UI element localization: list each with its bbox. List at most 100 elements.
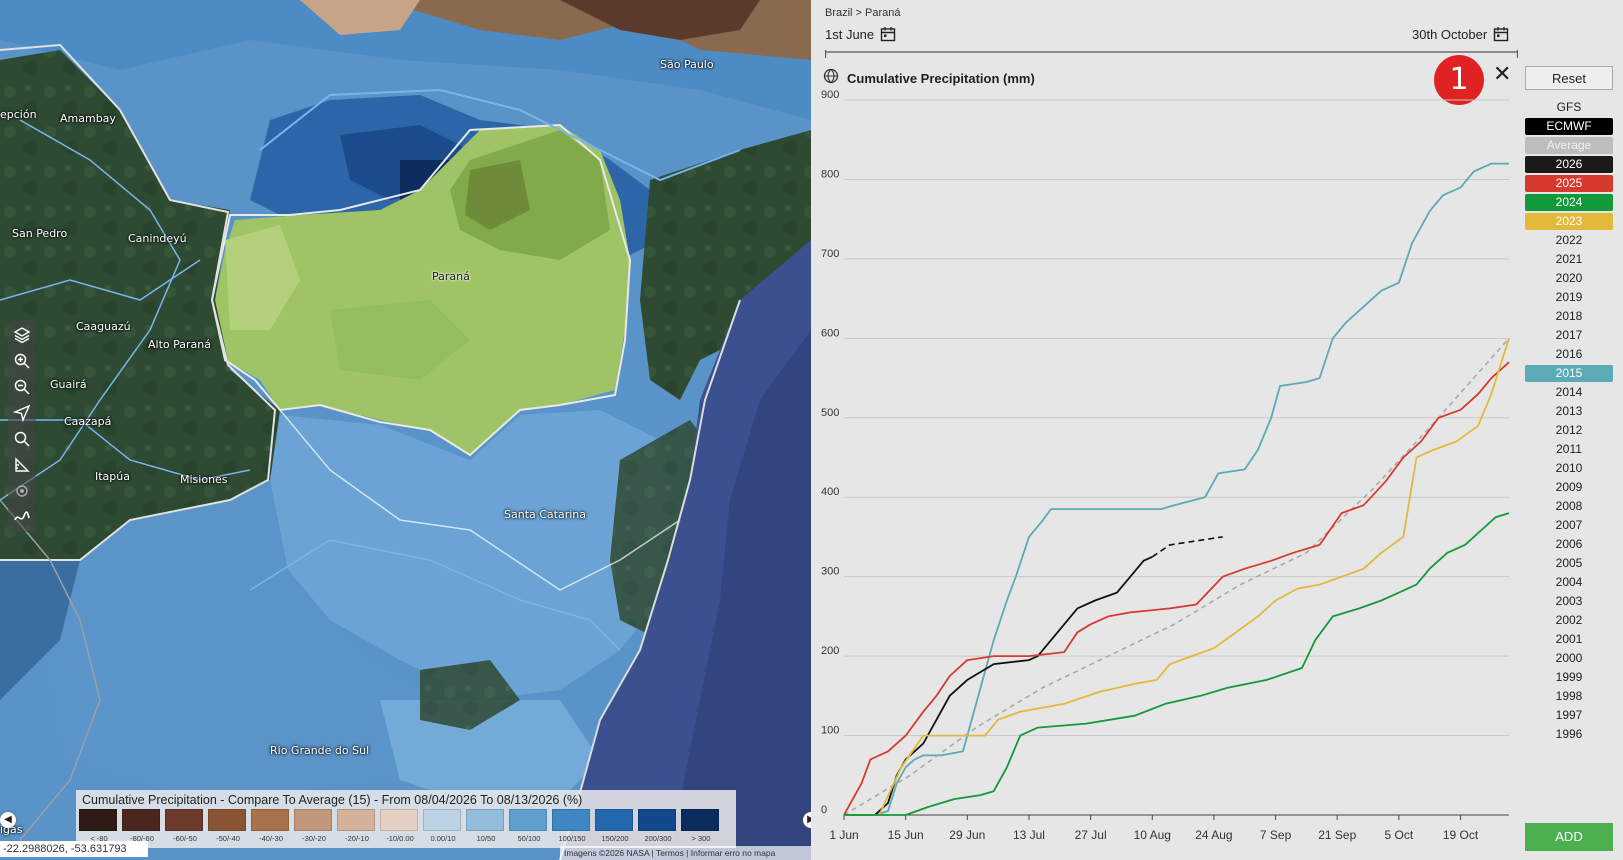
y-tick-label: 600 xyxy=(821,327,839,339)
year-toggle-2011[interactable]: 2011 xyxy=(1556,442,1582,456)
y-tick-label: 500 xyxy=(821,407,839,419)
model-gfs[interactable]: GFS xyxy=(1556,100,1582,114)
year-toggle-2017[interactable]: 2017 xyxy=(1555,328,1583,342)
legend-swatch: -10/0.00 xyxy=(380,809,418,843)
map-label-alto-parana: Alto Paraná xyxy=(148,338,211,351)
y-tick-label: 400 xyxy=(821,486,839,498)
layers-icon[interactable] xyxy=(8,322,36,348)
x-tick-label: 5 Oct xyxy=(1385,828,1414,842)
year-toggle-2001[interactable]: 2001 xyxy=(1555,632,1583,646)
year-toggle-2026[interactable]: 2026 xyxy=(1525,156,1613,173)
locate-icon[interactable] xyxy=(8,478,36,504)
search-icon[interactable] xyxy=(8,426,36,452)
calendar-icon[interactable] xyxy=(1493,26,1509,42)
add-button[interactable]: ADD xyxy=(1525,823,1613,851)
end-date-picker[interactable]: 30th October xyxy=(1412,26,1509,42)
navigate-icon[interactable] xyxy=(8,400,36,426)
legend-swatch: < -80 xyxy=(79,809,117,843)
draw-icon[interactable] xyxy=(8,504,36,530)
year-toggle-2018[interactable]: 2018 xyxy=(1555,309,1583,323)
zoom-out-icon[interactable] xyxy=(8,374,36,400)
map-label-itapua: Itapúa xyxy=(95,470,130,483)
year-toggle-2020[interactable]: 2020 xyxy=(1555,271,1583,285)
map-label-epcion: epción xyxy=(0,108,37,121)
year-toggle-2015[interactable]: 2015 xyxy=(1525,365,1613,382)
step-badge: 1 xyxy=(1434,55,1484,105)
year-toggle-2023[interactable]: 2023 xyxy=(1525,213,1613,230)
year-toggle-2008[interactable]: 2008 xyxy=(1555,499,1583,513)
legend-swatch-label: -20/-10 xyxy=(345,834,369,843)
map-canvas[interactable] xyxy=(0,0,811,860)
year-toggle-2007[interactable]: 2007 xyxy=(1555,518,1583,532)
x-tick-label: 19 Oct xyxy=(1443,828,1479,842)
year-toggle-2009[interactable]: 2009 xyxy=(1555,480,1583,494)
calendar-icon[interactable] xyxy=(880,26,896,42)
year-toggle-2006[interactable]: 2006 xyxy=(1555,537,1583,551)
reset-button[interactable]: Reset xyxy=(1525,66,1613,90)
map-label-guaira: Guairá xyxy=(50,378,87,391)
year-toggle-2016[interactable]: 2016 xyxy=(1555,347,1583,361)
legend-swatches: < -80 -80/-60 -60/-50 -50/-40 -40/-30 -30/-20… xyxy=(76,809,736,843)
legend-swatch-label: 100/150 xyxy=(558,834,586,843)
x-tick-label: 29 Jun xyxy=(949,828,985,842)
year-toggle-2000[interactable]: 2000 xyxy=(1555,651,1583,665)
series-lines xyxy=(843,162,1510,816)
year-toggle-ecmwf[interactable]: ECMWF xyxy=(1525,118,1613,135)
series-line-2026 xyxy=(844,555,1153,816)
x-tick-label: 13 Jul xyxy=(1013,828,1045,842)
measure-icon[interactable] xyxy=(8,452,36,478)
map-view[interactable]: São Paulo Amambay epción San Pedro Canin… xyxy=(0,0,811,860)
series-line-average xyxy=(843,337,1510,816)
x-tick-label: 15 Jun xyxy=(888,828,924,842)
chevron-left-icon[interactable]: ◀ xyxy=(0,812,16,828)
legend-swatch-label: -30/-20 xyxy=(302,834,326,843)
close-icon[interactable]: ✕ xyxy=(1493,61,1512,86)
x-tick-label: 24 Aug xyxy=(1195,828,1232,842)
legend-swatch: 150/200 xyxy=(595,809,633,843)
series-line-2015 xyxy=(844,162,1509,816)
date-range-slider[interactable] xyxy=(825,50,1518,58)
y-tick-label: 700 xyxy=(821,248,839,260)
year-toggle-1999[interactable]: 1999 xyxy=(1555,670,1583,684)
map-label-misiones: Misiones xyxy=(180,473,228,486)
year-toggle-2021[interactable]: 2021 xyxy=(1555,252,1583,266)
chevron-right-icon[interactable]: ▶ xyxy=(803,812,811,828)
year-toggle-average[interactable]: Average xyxy=(1525,137,1613,154)
end-date-label: 30th October xyxy=(1412,26,1488,42)
map-attribution[interactable]: Imagens ©2026 NASA | Termos | Informar e… xyxy=(560,846,811,860)
legend-swatch-label: 150/200 xyxy=(601,834,629,843)
legend-swatch: > 300 xyxy=(681,809,719,843)
year-toggle-2010[interactable]: 2010 xyxy=(1555,461,1583,475)
coordinates-readout: -22.2988026, -53.631793 xyxy=(0,841,148,857)
series-line-2023 xyxy=(844,338,1510,816)
year-toggle-1998[interactable]: 1998 xyxy=(1555,689,1583,703)
year-toggle-2022[interactable]: 2022 xyxy=(1555,233,1583,247)
series-line-2025 xyxy=(843,361,1510,816)
legend-swatch-label: -60/-50 xyxy=(173,834,197,843)
zoom-in-icon[interactable] xyxy=(8,348,36,374)
legend-swatch-label: 50/100 xyxy=(517,834,541,843)
year-toggle-2025[interactable]: 2025 xyxy=(1525,175,1613,192)
year-toggle-2003[interactable]: 2003 xyxy=(1555,594,1583,608)
breadcrumb[interactable]: Brazil > Paraná xyxy=(825,7,901,19)
year-toggle-2024[interactable]: 2024 xyxy=(1525,194,1613,211)
start-date-label: 1st June xyxy=(825,26,875,42)
year-toggle-1996[interactable]: 1996 xyxy=(1555,727,1583,741)
legend-swatch-label: < -80 xyxy=(90,834,108,843)
year-toggle-2013[interactable]: 2013 xyxy=(1555,404,1583,418)
year-toggle-2014[interactable]: 2014 xyxy=(1555,385,1583,399)
globe-icon xyxy=(823,68,839,89)
year-toggle-2012[interactable]: 2012 xyxy=(1555,423,1583,437)
year-toggle-2019[interactable]: 2019 xyxy=(1555,290,1583,304)
year-toggle-2005[interactable]: 2005 xyxy=(1555,556,1583,570)
year-toggle-2004[interactable]: 2004 xyxy=(1555,575,1583,589)
start-date-picker[interactable]: 1st June xyxy=(825,26,896,42)
legend-swatch: 50/100 xyxy=(509,809,547,843)
map-toolbar xyxy=(8,320,36,532)
year-toggle-1997[interactable]: 1997 xyxy=(1555,708,1583,722)
legend-swatch-label: > 300 xyxy=(691,834,711,843)
y-axis: 0 100 200 300 400 500 600 700 800 900 xyxy=(821,89,839,816)
y-tick-label: 300 xyxy=(821,566,839,578)
year-toggle-2002[interactable]: 2002 xyxy=(1555,613,1583,627)
x-tick-label: 10 Aug xyxy=(1134,828,1171,842)
